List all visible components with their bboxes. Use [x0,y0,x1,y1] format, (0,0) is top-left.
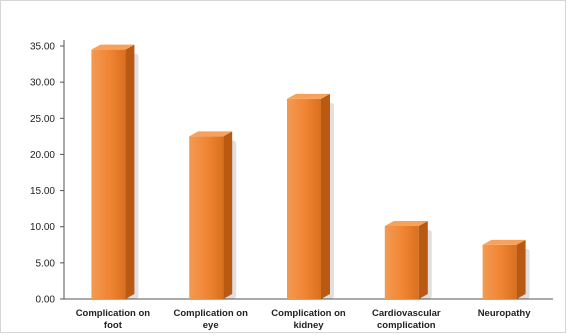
bar-side [321,93,330,299]
x-category-label: Complication on [173,308,248,319]
y-tick-label: 25.00 [30,114,55,125]
bar [482,239,530,299]
y-tick-label: 0.00 [36,295,56,306]
bar-front [384,225,419,299]
bar [384,221,432,299]
bar-top [91,44,135,50]
x-category-label: Cardiovascular [372,308,441,319]
x-category-label: kidney [293,320,324,331]
x-category-label: Complication on [76,308,151,319]
x-category-label: Neuropathy [478,308,532,319]
y-tick-label: 30.00 [30,78,55,89]
bar-front [91,49,126,299]
x-category-label: Complication on [271,308,346,319]
y-tick-label: 10.00 [30,222,55,233]
bar [287,93,334,299]
bar-top [482,239,526,245]
bar-top [384,221,428,226]
y-tick-label: 20.00 [30,150,55,161]
bar [189,131,237,299]
x-category-label: eye [203,320,219,331]
bar-top [189,131,233,137]
bar-top [287,93,330,99]
bar-front [287,98,321,299]
bar-front [189,136,224,299]
x-category-label: complication [377,320,436,331]
bar-side [516,239,526,299]
y-tick-label: 5.00 [36,258,56,269]
bar [91,44,139,299]
x-category-label: foot [104,320,123,331]
bar-side [418,221,428,299]
bar-side [125,44,135,299]
y-tick-label: 35.00 [30,42,55,53]
bar-front [482,244,517,299]
y-tick-label: 15.00 [30,186,55,197]
bar-side [223,131,233,299]
